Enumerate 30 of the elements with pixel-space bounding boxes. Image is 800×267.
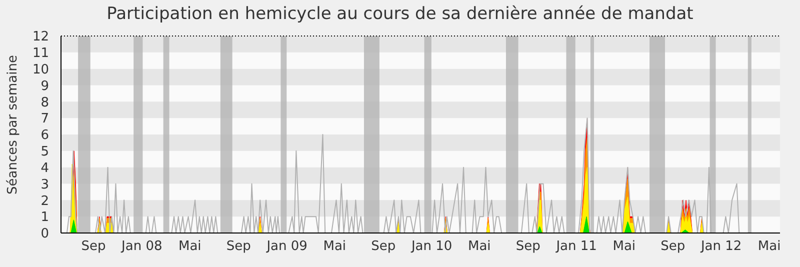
x-tick-label: Mai xyxy=(323,239,346,254)
y-tick-label: 10 xyxy=(32,62,49,78)
y-tick-label: 11 xyxy=(32,46,49,62)
y-tick-label: 0 xyxy=(40,226,49,242)
x-tick-label: Jan 11 xyxy=(555,239,597,254)
y-tick-label: 3 xyxy=(40,177,49,192)
x-tick-label: Jan 09 xyxy=(266,239,308,254)
x-tick-label: Jan 12 xyxy=(700,239,742,254)
x-tick-label: Sep xyxy=(516,239,540,254)
x-tick-label: Jan 08 xyxy=(120,239,162,254)
x-tick-label: Sep xyxy=(226,239,251,254)
y-tick-label: 12 xyxy=(32,30,49,45)
y-tick-label: 2 xyxy=(40,194,49,209)
y-tick-label: 9 xyxy=(40,78,49,94)
y-tick-label: 7 xyxy=(40,112,49,127)
x-tick-label: Sep xyxy=(81,239,106,254)
x-tick-label: Sep xyxy=(660,239,686,254)
x-tick-label: Sep xyxy=(371,239,396,254)
y-tick-label: 4 xyxy=(40,160,49,176)
y-tick-label: 1 xyxy=(40,210,49,226)
chart-title: Participation en hemicycle au cours de sa dernière année de mandat xyxy=(106,4,694,24)
y-tick-label: 6 xyxy=(40,128,49,144)
x-tick-label: Mai xyxy=(758,239,781,254)
y-axis-title: Séances par semaine xyxy=(6,55,21,194)
x-tick-label: Jan 10 xyxy=(410,239,452,254)
x-tick-label: Mai xyxy=(612,239,636,254)
x-tick-label: Mai xyxy=(468,239,491,254)
y-tick-label: 8 xyxy=(40,95,49,110)
y-tick-label: 5 xyxy=(40,144,49,160)
x-tick-label: Mai xyxy=(178,239,202,254)
